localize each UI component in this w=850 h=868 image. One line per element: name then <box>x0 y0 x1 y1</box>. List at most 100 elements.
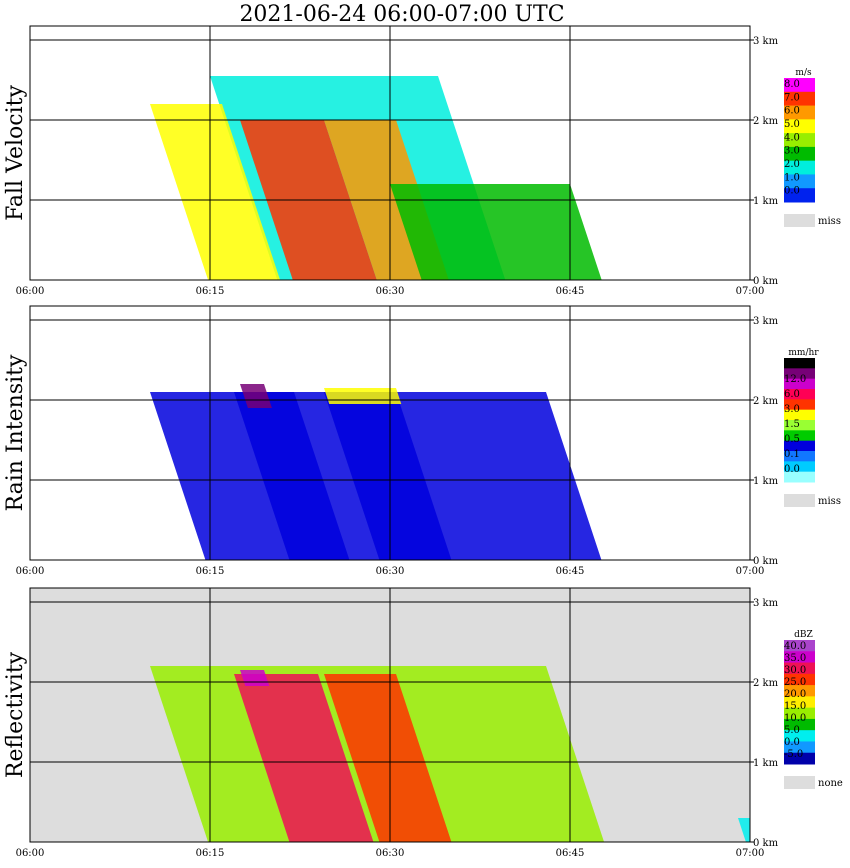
reflectivity-legend-label: 25.0 <box>784 677 806 688</box>
rain-intensity-x-tick-label: 06:00 <box>16 566 45 577</box>
reflectivity-x-tick-label: 06:45 <box>556 848 585 859</box>
rain-intensity-legend-swatch <box>784 430 815 442</box>
rain-intensity-legend-swatch <box>784 399 815 411</box>
fall-velocity-legend-swatch <box>784 174 815 189</box>
fall-velocity-legend-label: 1.0 <box>784 172 800 183</box>
reflectivity-y-tick-label: 3 km <box>753 598 779 609</box>
fall-velocity-legend-swatch <box>784 91 815 107</box>
reflectivity-legend-label: 20.0 <box>784 689 806 700</box>
reflectivity-echo-feature <box>324 674 452 842</box>
reflectivity-legend-label: -5.0 <box>784 749 803 760</box>
rain-intensity-legend-label: 0.1 <box>784 449 800 460</box>
rain-intensity-legend-swatch <box>784 471 815 483</box>
reflectivity-legend-swatch <box>784 685 815 697</box>
reflectivity-legend-swatch <box>784 651 815 664</box>
rain-intensity-legend-swatch <box>784 378 815 390</box>
reflectivity-legend-label: 30.0 <box>784 665 806 676</box>
reflectivity-legend-label: 0.0 <box>784 737 800 748</box>
rain-intensity-legend-swatch <box>784 461 815 473</box>
rain-intensity-legend-swatch <box>784 358 815 369</box>
fall-velocity-legend-label: 5.0 <box>784 119 800 130</box>
rain-intensity-echo-feature <box>240 384 272 408</box>
reflectivity-legend-miss-label: none <box>818 778 843 789</box>
rain-intensity-legend-miss-swatch <box>784 494 815 507</box>
fall-velocity-panel: 06:00 06:15 06:30 06:45 07:000 km 1 km 2 km 3 k… <box>3 25 841 297</box>
rain-intensity-legend-swatch <box>784 440 815 452</box>
fall-velocity-x-tick-label: 07:00 <box>736 286 765 297</box>
fall-velocity-legend-label: 7.0 <box>784 92 800 103</box>
reflectivity-legend-label: 10.0 <box>784 713 806 724</box>
reflectivity-panel: 06:00 06:15 06:30 06:45 07:000 km 1 km 2 km 3 k… <box>3 587 843 859</box>
reflectivity-legend-swatch <box>784 741 815 754</box>
rain-intensity-echo-feature <box>234 392 350 560</box>
fall-velocity-legend-label: 6.0 <box>784 106 800 117</box>
reflectivity-legend-label: 35.0 <box>784 653 806 664</box>
fall-velocity-legend-label: 4.0 <box>784 132 800 143</box>
fall-velocity-legend-swatch <box>784 160 815 175</box>
reflectivity-legend-swatch <box>784 673 815 686</box>
fall-velocity-legend-swatch <box>784 119 815 134</box>
figure-title: 2021-06-24 06:00-07:00 UTC <box>239 2 564 27</box>
fall-velocity-legend-swatch <box>784 78 815 93</box>
rain-intensity-legend-label: 0.5 <box>784 434 800 445</box>
rain-intensity-y-tick-label: 2 km <box>753 396 779 407</box>
reflectivity-legend-unit: dBZ <box>794 630 813 640</box>
reflectivity-legend-label: 40.0 <box>784 641 806 652</box>
reflectivity-echo-feature <box>234 674 374 842</box>
rain-intensity-legend-label: 48.0 <box>784 359 806 370</box>
reflectivity-legend-swatch <box>784 640 815 652</box>
rain-intensity-legend-label: 6.0 <box>784 389 800 400</box>
rain-intensity-legend-label: 3.0 <box>784 404 800 415</box>
reflectivity-legend-swatch <box>784 730 815 742</box>
rain-intensity-legend-swatch <box>784 451 815 462</box>
rain-intensity-y-tick-label: 3 km <box>753 316 779 327</box>
fall-velocity-ylabel: Fall Velocity <box>3 85 28 221</box>
reflectivity-x-tick-label: 06:30 <box>376 848 405 859</box>
reflectivity-legend-swatch <box>784 662 815 675</box>
rain-intensity-echo-feature <box>324 392 452 560</box>
rain-intensity-x-tick-label: 07:00 <box>736 566 765 577</box>
rain-intensity-legend-label: 12.0 <box>784 374 806 385</box>
rain-intensity-legend-swatch <box>784 389 815 400</box>
fall-velocity-echo-feature <box>390 184 602 280</box>
rain-intensity-legend-unit: mm/hr <box>788 348 819 358</box>
fall-velocity-y-tick-label: 3 km <box>753 36 779 47</box>
rain-intensity-x-tick-label: 06:15 <box>196 566 225 577</box>
fall-velocity-y-tick-label: 1 km <box>753 196 779 207</box>
rain-intensity-legend-label: 1.5 <box>784 419 800 430</box>
fall-velocity-legend-swatch <box>784 105 815 120</box>
rain-intensity-ylabel: Rain Intensity <box>3 354 28 511</box>
reflectivity-legend-swatch <box>784 718 815 731</box>
fall-velocity-y-tick-label: 0 km <box>753 276 779 287</box>
fall-velocity-x-tick-label: 06:15 <box>196 286 225 297</box>
rain-intensity-y-tick-label: 0 km <box>753 556 779 567</box>
reflectivity-y-tick-label: 2 km <box>753 678 779 689</box>
reflectivity-x-tick-label: 06:00 <box>16 848 45 859</box>
reflectivity-legend-label: 15.0 <box>784 701 806 712</box>
fall-velocity-legend-miss-label: miss <box>818 216 841 227</box>
rain-intensity-legend-label: 0.0 <box>784 464 800 475</box>
fall-velocity-legend-swatch <box>784 133 815 148</box>
reflectivity-legend-swatch <box>784 707 815 720</box>
fall-velocity-legend-swatch <box>784 188 815 203</box>
fall-velocity-y-tick-label: 2 km <box>753 116 779 127</box>
fall-velocity-legend-label: 8.0 <box>784 79 800 90</box>
rain-intensity-y-tick-label: 1 km <box>753 476 779 487</box>
reflectivity-legend-swatch <box>784 696 815 709</box>
rain-intensity-legend-swatch <box>784 368 815 380</box>
reflectivity-y-tick-label: 0 km <box>753 838 779 849</box>
reflectivity-legend-label: 5.0 <box>784 725 800 736</box>
reflectivity-x-tick-label: 07:00 <box>736 848 765 859</box>
rain-intensity-legend-swatch <box>784 420 815 431</box>
rain-intensity-legend-swatch <box>784 409 815 421</box>
fall-velocity-frame <box>29 25 751 281</box>
reflectivity-frame <box>29 587 751 843</box>
fall-velocity-legend-miss-swatch <box>784 214 815 227</box>
reflectivity-legend-miss-swatch <box>784 776 815 789</box>
reflectivity-ylabel: Reflectivity <box>3 651 28 778</box>
rain-intensity-x-tick-label: 06:30 <box>376 566 405 577</box>
fall-velocity-legend-label: 3.0 <box>784 146 800 157</box>
fall-velocity-legend-label: 0.0 <box>784 186 800 197</box>
rain-intensity-panel: 06:00 06:15 06:30 06:45 07:000 km 1 km 2 km 3 k… <box>3 305 841 577</box>
fall-velocity-x-tick-label: 06:00 <box>16 286 45 297</box>
